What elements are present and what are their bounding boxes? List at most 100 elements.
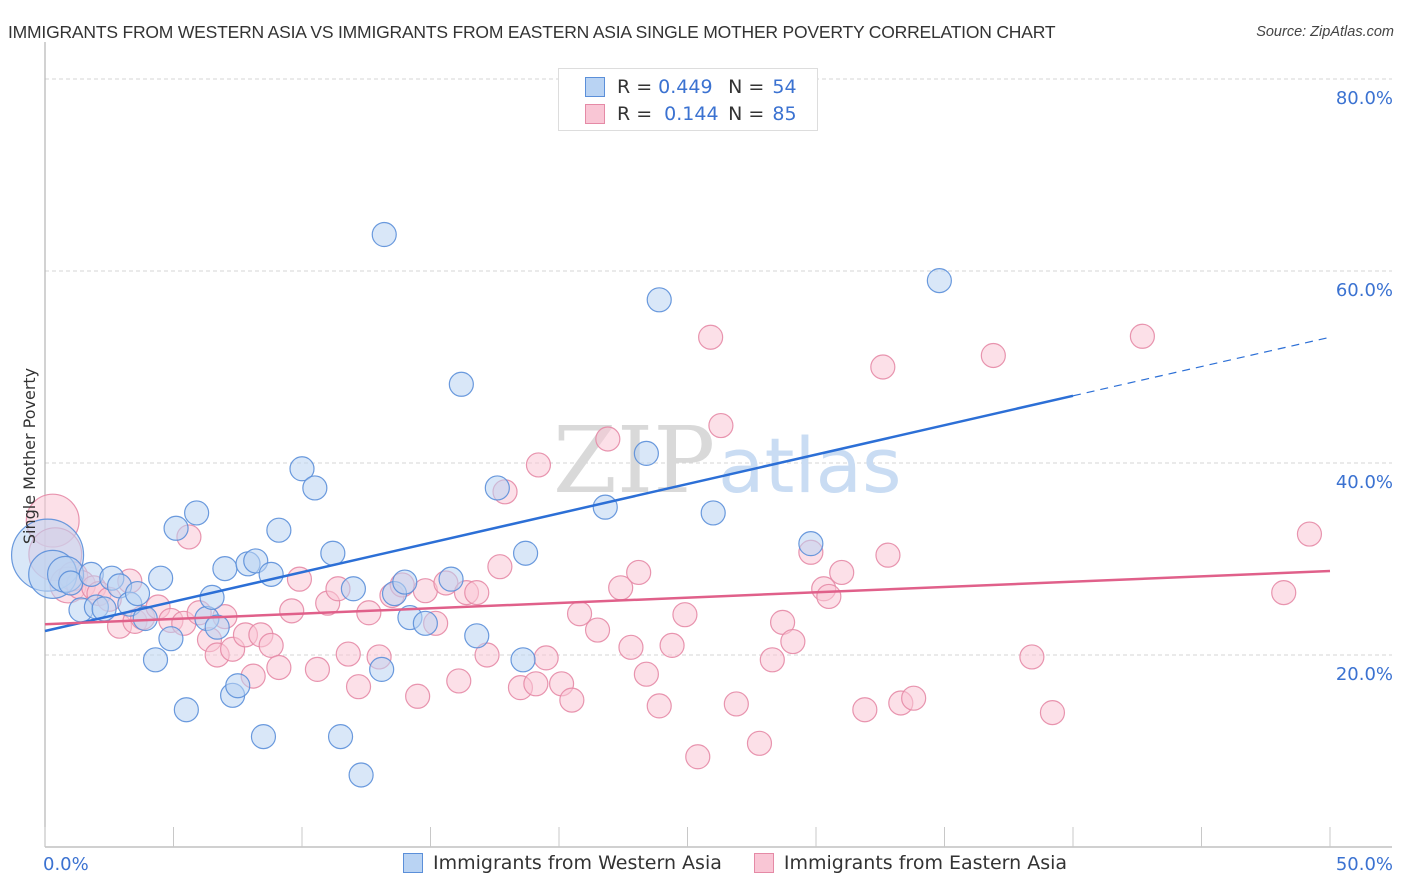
eastern-asia-point: [345, 674, 372, 700]
eastern-asia-point: [685, 744, 711, 770]
y-axis-label: Single Mother Poverty: [20, 368, 39, 544]
eastern-asia-point: [698, 324, 724, 350]
eastern-asia-point: [405, 683, 431, 709]
eastern-asia-point: [335, 641, 361, 667]
watermark: ZIP atlas: [553, 407, 902, 514]
western-asia-point: [302, 475, 328, 501]
western-asia-point: [646, 287, 672, 313]
eastern-asia-point: [626, 559, 652, 586]
eastern-asia-point: [487, 554, 513, 580]
eastern-asia-point: [525, 452, 552, 478]
eastern-asia-point: [746, 730, 773, 756]
western-asia-point: [448, 371, 474, 397]
legend-row-eastern-asia: R = 0.144 N = 85: [585, 102, 797, 126]
eastern-asia-point: [633, 661, 659, 687]
eastern-asia-point: [559, 687, 585, 713]
eastern-asia-trend-line: [44, 569, 1331, 626]
western-asia-point: [633, 440, 659, 466]
eastern-asia-point: [646, 693, 672, 719]
eastern-asia-point: [258, 632, 284, 659]
legend-label-western-asia: Immigrants from Western Asia: [433, 852, 722, 874]
western-asia-point: [78, 561, 104, 587]
western-asia-point: [369, 656, 395, 683]
eastern-asia-point: [852, 697, 878, 723]
eastern-asia-point: [584, 617, 611, 643]
western-asia-trend-line: [44, 394, 1074, 633]
source-label: Source: ZipAtlas.com: [1256, 24, 1394, 40]
western-asia-point: [163, 515, 189, 541]
western-asia-point: [798, 531, 824, 557]
eastern-asia-point: [266, 654, 292, 681]
series-legend: Immigrants from Western Asia Immigrants …: [403, 852, 1099, 874]
eastern-asia-point: [533, 645, 559, 671]
x-tick-label: 50.0%: [1336, 854, 1393, 875]
western-asia-point: [438, 566, 464, 592]
western-asia-point: [700, 500, 726, 526]
eastern-asia-point: [1296, 521, 1323, 547]
western-asia-point: [371, 221, 397, 248]
eastern-asia-point: [464, 579, 490, 606]
western-asia-point: [212, 555, 238, 582]
eastern-asia-point: [759, 647, 785, 673]
correlation-legend: R = 0.449 N = 54 R = 0.144 N = 85: [558, 68, 818, 131]
western-asia-point: [173, 697, 199, 723]
trend-lines: [44, 336, 1331, 633]
y-tick-label: 60.0%: [1336, 280, 1393, 301]
eastern-asia-point: [816, 583, 842, 610]
legend-n-value: 54: [772, 76, 797, 98]
western-asia-point: [225, 673, 251, 699]
western-asia-point: [412, 610, 438, 636]
western-asia-point: [340, 576, 366, 602]
watermark-zip: ZIP: [553, 407, 715, 514]
legend-r-value: 0.449: [658, 76, 713, 98]
chart-title: IMMIGRANTS FROM WESTERN ASIA VS IMMIGRAN…: [8, 22, 1056, 42]
y-tick-labels: 20.0% 40.0% 60.0% 80.0%: [1336, 88, 1393, 685]
legend-item-western-asia[interactable]: Immigrants from Western Asia: [403, 852, 722, 874]
western-asia-point: [348, 762, 374, 788]
legend-swatch-pink: [585, 104, 605, 124]
western-asia-point: [258, 561, 284, 587]
western-asia-point: [289, 456, 315, 482]
eastern-asia-point: [875, 542, 901, 568]
legend-row-western-asia: R = 0.449 N = 54: [585, 75, 797, 99]
western-asia-point: [199, 584, 225, 611]
watermark-atlas: atlas: [718, 421, 902, 510]
legend-swatch-pink: [753, 853, 774, 873]
western-asia-point: [204, 614, 230, 640]
western-asia-point: [266, 517, 292, 543]
legend-r-value: 0.144: [664, 103, 719, 125]
legend-swatch-blue: [403, 853, 423, 873]
eastern-asia-point: [723, 691, 749, 717]
eastern-asia-point: [708, 412, 734, 439]
legend-r-label: R =: [617, 103, 653, 125]
eastern-asia-point: [1019, 644, 1045, 670]
y-tick-label: 80.0%: [1336, 88, 1393, 109]
axes: [44, 42, 1392, 848]
y-tick-label: 40.0%: [1336, 472, 1393, 493]
y-tick-label: 20.0%: [1336, 664, 1393, 685]
western-asia-trend-extension: [1072, 336, 1331, 397]
western-asia-point: [250, 723, 277, 750]
western-asia-point: [327, 723, 354, 750]
eastern-asia-point: [780, 628, 806, 655]
eastern-asia-point: [1271, 579, 1297, 606]
eastern-asia-point: [618, 634, 644, 660]
western-asia-point: [512, 540, 539, 566]
western-asia-point: [926, 268, 952, 294]
western-asia-point: [158, 626, 184, 652]
western-asia-points: [10, 221, 952, 788]
eastern-asia-point: [829, 559, 855, 586]
eastern-asia-point: [279, 598, 305, 624]
western-asia-point: [124, 580, 151, 607]
eastern-asia-point: [595, 426, 621, 452]
legend-label-eastern-asia: Immigrants from Eastern Asia: [783, 852, 1068, 874]
eastern-asia-point: [901, 685, 927, 711]
western-asia-point: [148, 565, 174, 591]
eastern-asia-point: [672, 602, 698, 628]
legend-item-eastern-asia[interactable]: Immigrants from Eastern Asia: [753, 852, 1068, 874]
eastern-asia-point: [304, 656, 331, 683]
legend-swatch-blue: [585, 77, 605, 97]
western-asia-point: [392, 569, 418, 595]
legend-n-label: N =: [728, 103, 765, 125]
